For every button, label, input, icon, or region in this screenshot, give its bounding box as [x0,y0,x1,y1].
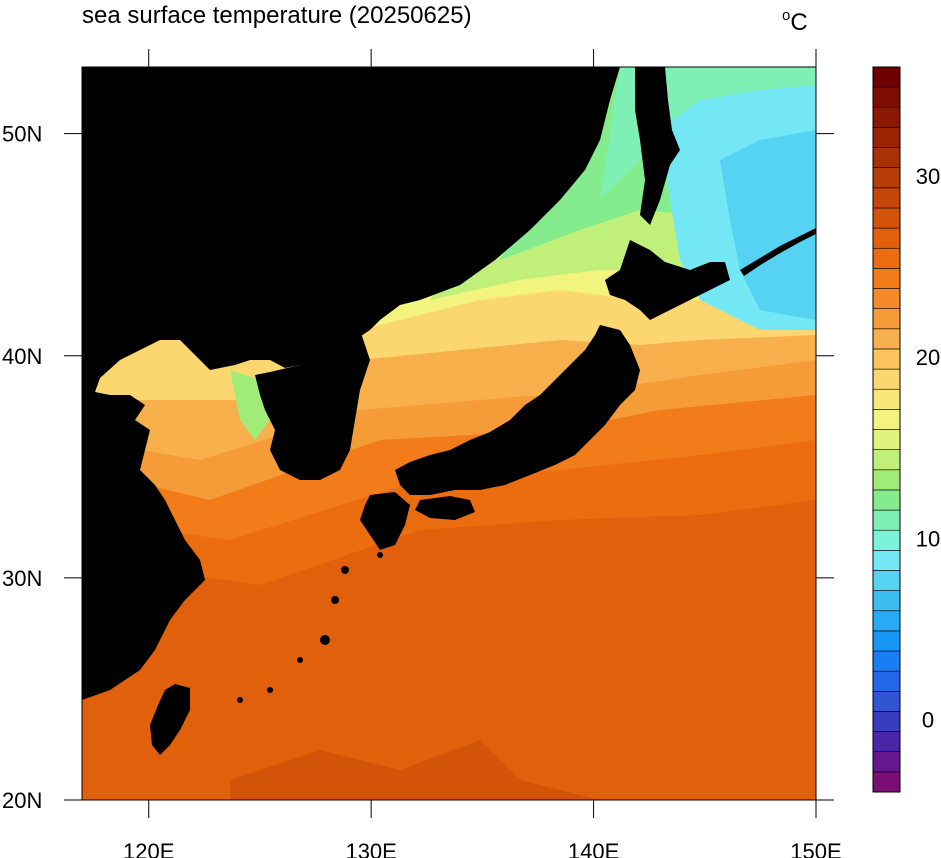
colorbar-swatch [872,590,901,612]
colorbar-swatch [872,570,901,591]
y-tick-label: 30N [2,566,42,591]
colorbar-tick-label: 10 [916,526,940,551]
colorbar-swatch [872,650,901,672]
colorbar-swatch [872,489,901,511]
colorbar-swatch [872,227,901,249]
map-frame [81,66,817,801]
colorbar-swatch [872,247,901,269]
colorbar-swatch [872,529,901,551]
colorbar-swatch [872,469,901,491]
colorbar-swatch [872,771,901,793]
colorbar-swatch [872,66,901,88]
y-tick-label: 20N [2,788,42,813]
colorbar-swatch [872,610,901,632]
degree-symbol: o [782,7,791,24]
colorbar-swatch [872,268,901,289]
colorbar-swatch [872,86,901,108]
plot-title: sea surface temperature (20250625) [82,2,472,29]
colorbar-swatch [872,429,901,450]
land [82,67,816,755]
land-sakhalin [635,67,680,225]
colorbar-swatch [872,207,901,229]
colorbar-swatch [872,147,901,168]
land-honshu [395,325,640,495]
colorbar-swatch [872,550,901,571]
x-tick-label: 130E [345,839,396,858]
colorbar-swatch [872,328,901,350]
colorbar-swatch [872,388,901,410]
land-asian-mainland [82,67,620,700]
x-tick-label: 150E [790,839,841,858]
colorbar-swatch [872,691,901,712]
map-axes: 120E 130E 140E 150E 20N 30N 40N 50N [2,49,842,858]
colorbar-swatch [872,187,901,209]
unit-symbol: C [790,9,808,36]
colorbar-frame [872,66,901,793]
colorbar-swatch [872,348,901,370]
colorbar-swatch [872,751,901,773]
colorbar-swatch [872,731,901,753]
colorbar-swatch [872,670,901,692]
land-korea [255,330,370,480]
land-shikoku [415,496,475,520]
colorbar-swatch [872,711,901,732]
x-tick-label: 140E [568,839,619,858]
colorbar-swatch [872,167,901,189]
colorbar-tick-label: 20 [916,345,940,370]
land-kyushu [360,492,410,550]
colorbar-swatch [872,106,901,128]
map-field [82,67,816,800]
colorbar-tick-label: 0 [922,708,934,733]
colorbar-swatch [872,368,901,390]
colorbar-swatch [872,288,901,309]
colorbar-swatch [872,509,901,531]
sea-band-hot-patch [230,740,600,800]
colorbar-swatch [872,449,901,471]
x-tick-label: 120E [123,839,174,858]
colorbar-tick-label: 30 [916,164,940,189]
y-tick-label: 50N [2,122,42,147]
colorbar-units-label: oC [782,2,808,37]
colorbar-swatch [872,630,901,652]
land-kurils [740,228,816,276]
colorbar-swatch [872,127,901,148]
land-ryukyu [237,552,383,703]
land-taiwan [150,684,190,755]
land-hokkaido [605,240,730,320]
colorbar: 0 10 20 30 [872,66,940,793]
y-tick-label: 40N [2,344,42,369]
colorbar-swatch [872,308,901,330]
colorbar-swatch [872,409,901,430]
